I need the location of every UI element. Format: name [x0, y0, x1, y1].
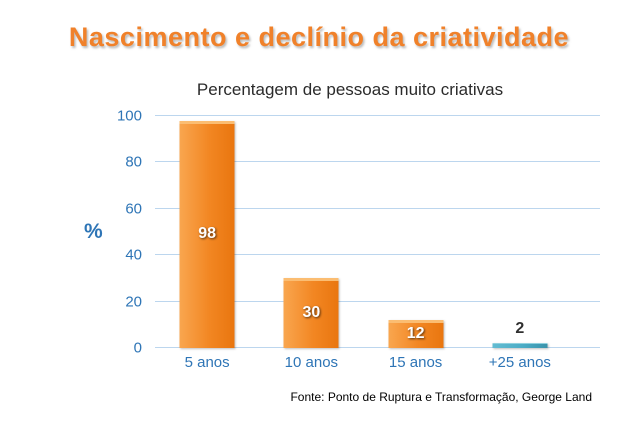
y-tick: 40	[125, 246, 142, 264]
y-tick: 20	[125, 293, 142, 311]
bar-chart: % 100 80 60 40 20 0 98 30 12 2	[0, 108, 638, 357]
x-axis-category: 15 anos	[388, 354, 443, 371]
bar	[179, 120, 235, 348]
y-tick: 0	[133, 339, 142, 357]
bar-slot: 2	[468, 116, 572, 348]
bar-value-label: 2	[515, 320, 525, 338]
bar-value-label: 12	[406, 325, 425, 343]
y-axis-ticks: 100 80 60 40 20 0	[0, 108, 142, 357]
gridline	[155, 347, 600, 348]
bar	[388, 320, 444, 348]
y-axis-label: %	[84, 220, 103, 243]
bar-slot: 12	[364, 116, 468, 348]
gridline	[155, 161, 600, 163]
plot-area: 98 30 12 2	[155, 115, 600, 348]
bar	[492, 343, 548, 348]
gridline	[155, 300, 600, 302]
bar-value-label: 98	[198, 225, 217, 243]
source-note: Fonte: Ponto de Ruptura e Transformação,…	[290, 390, 592, 404]
bar-value-label: 30	[302, 304, 321, 322]
y-tick: 100	[116, 107, 142, 125]
slide-title: Nascimento e declínio da criatividade	[68, 22, 570, 52]
y-tick: 80	[125, 153, 142, 171]
chart-title: Percentagem de pessoas muito criativas	[196, 80, 504, 99]
bar	[283, 278, 339, 348]
x-axis-category: 5 anos	[184, 354, 230, 371]
bar-slot: 98	[155, 116, 259, 348]
gridline	[155, 115, 600, 116]
y-tick: 60	[125, 200, 142, 218]
gridline	[155, 207, 600, 209]
bars-row: 98 30 12 2	[155, 116, 600, 348]
gridline	[155, 254, 600, 256]
x-axis-category: 10 anos	[284, 354, 339, 371]
x-axis-category: +25 anos	[488, 354, 551, 371]
x-axis-labels: 5 anos 10 anos 15 anos +25 anos	[155, 354, 600, 371]
bar-slot: 30	[259, 116, 363, 348]
